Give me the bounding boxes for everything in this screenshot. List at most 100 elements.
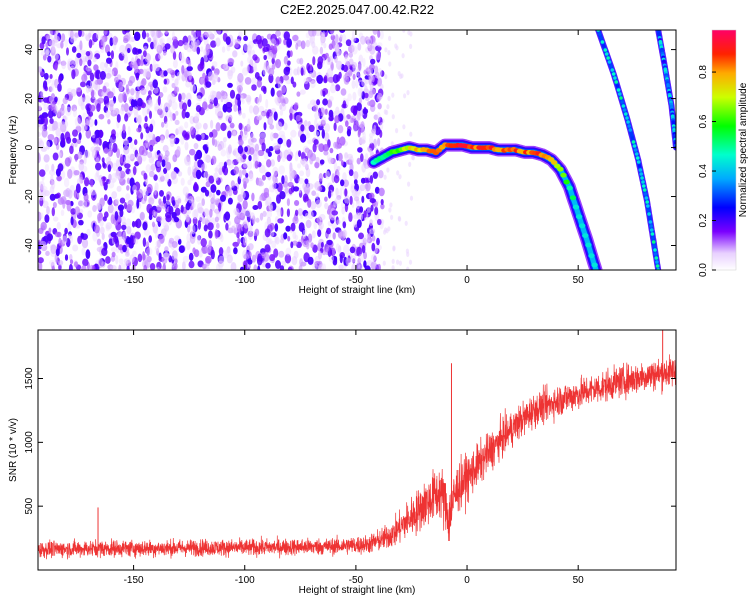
noise-blob — [369, 219, 373, 227]
noise-blob — [214, 216, 219, 223]
ridge-blob — [619, 96, 623, 100]
noise-blob — [85, 66, 92, 72]
noise-blob — [177, 198, 182, 204]
noise-blob — [148, 197, 155, 205]
noise-blob — [271, 57, 275, 65]
ridge-blob — [624, 112, 628, 116]
noise-blob — [110, 246, 117, 253]
ridge-blob — [628, 128, 633, 132]
noise-blob — [237, 72, 244, 83]
noise-blob — [367, 101, 373, 106]
noise-blob — [345, 237, 351, 245]
noise-blob — [359, 206, 364, 214]
noise-blob — [195, 105, 202, 113]
noise-blob — [290, 129, 297, 138]
noise-blob — [197, 219, 202, 230]
noise-blob — [69, 60, 76, 69]
ridge-blob — [602, 44, 606, 48]
noise-blob — [196, 46, 201, 55]
noise-blob — [372, 171, 378, 179]
noise-blob — [193, 208, 199, 219]
noise-blob — [54, 105, 58, 115]
ridge-blob — [634, 152, 639, 156]
noise-blob — [91, 264, 96, 270]
noise-blob — [371, 254, 377, 262]
noise-blob — [252, 66, 258, 73]
noise-blob — [124, 30, 131, 33]
noise-blob — [189, 148, 196, 156]
noise-blob — [324, 123, 331, 133]
noise-blob — [64, 157, 71, 167]
noise-blob — [82, 258, 89, 267]
noise-blob — [144, 115, 148, 123]
noise-blob — [45, 34, 51, 40]
noise-blob — [348, 52, 353, 58]
noise-blob — [294, 209, 299, 216]
noise-blob — [213, 172, 219, 182]
noise-blob — [50, 244, 56, 250]
noise-blob — [40, 180, 45, 191]
noise-blob — [254, 143, 259, 152]
ridge-blob — [651, 240, 656, 244]
noise-blob — [54, 96, 58, 103]
noise-blob — [239, 266, 245, 270]
noise-blob — [64, 227, 68, 235]
noise-blob — [176, 71, 181, 81]
y-tick-label: 0 — [24, 144, 35, 150]
noise-blob — [210, 249, 215, 260]
noise-blob — [166, 37, 172, 45]
noise-blob — [398, 174, 402, 180]
noise-blob — [157, 108, 163, 116]
noise-blob — [222, 137, 227, 143]
colorbar-tick-label: 0.6 — [698, 114, 709, 128]
noise-blob — [369, 198, 376, 204]
noise-blob — [171, 82, 176, 89]
noise-blob — [209, 208, 213, 218]
noise-blob — [179, 52, 185, 60]
noise-blob — [369, 175, 374, 184]
noise-blob — [142, 251, 146, 262]
noise-blob — [242, 177, 249, 184]
noise-blob — [49, 193, 56, 201]
noise-blob — [156, 160, 161, 168]
noise-blob — [85, 67, 92, 76]
noise-blob — [361, 78, 367, 88]
noise-blob — [227, 82, 233, 88]
noise-blob — [237, 213, 244, 219]
noise-blob — [184, 141, 189, 151]
noise-blob — [339, 30, 346, 33]
noise-blob — [368, 132, 374, 138]
noise-blob — [263, 86, 267, 95]
noise-blob — [38, 119, 44, 125]
noise-blob — [275, 76, 281, 85]
noise-blob — [135, 91, 140, 101]
noise-blob — [127, 125, 131, 136]
noise-blob — [136, 190, 140, 197]
noise-blob — [145, 164, 152, 173]
noise-blob — [129, 177, 135, 188]
noise-blob — [211, 76, 215, 83]
noise-blob — [194, 153, 198, 162]
noise-blob — [193, 160, 198, 169]
noise-blob — [241, 99, 245, 105]
noise-blob — [145, 133, 153, 141]
noise-blob — [347, 255, 351, 263]
noise-blob — [156, 215, 163, 222]
y-tick-label: 500 — [24, 497, 35, 514]
noise-blob — [356, 246, 362, 257]
noise-blob — [40, 183, 44, 193]
ridge-blob — [618, 92, 622, 96]
noise-blob — [181, 109, 186, 119]
noise-blob — [251, 254, 257, 263]
noise-blob — [215, 122, 221, 132]
noise-blob — [324, 52, 329, 59]
noise-blob — [295, 42, 299, 50]
ridge-blob — [551, 160, 558, 165]
spectrogram-ticks: -150 -100 -50 0 50 -40 -20 0 20 40 — [24, 30, 676, 286]
noise-blob — [89, 72, 95, 82]
noise-blobs — [38, 30, 415, 270]
noise-blob — [155, 240, 161, 248]
noise-blob — [384, 47, 388, 53]
noise-blob — [377, 103, 382, 110]
noise-blob — [166, 194, 170, 201]
